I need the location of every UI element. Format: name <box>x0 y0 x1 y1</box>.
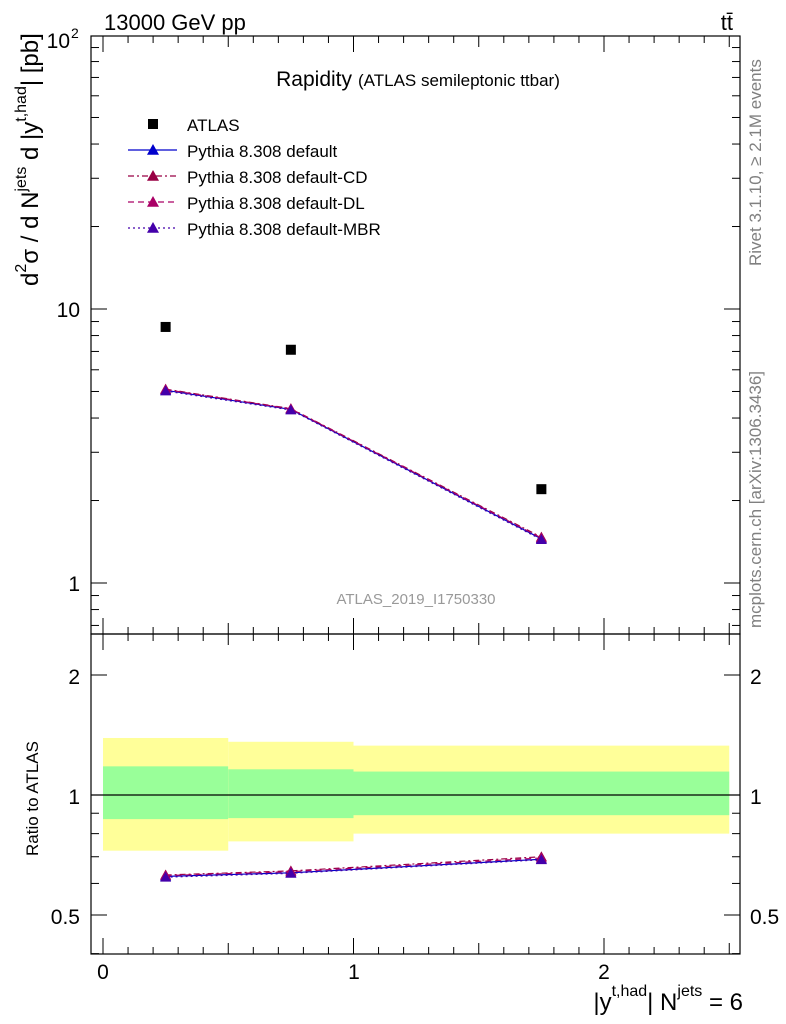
legend-marker-3 <box>147 196 159 207</box>
axis-ticks <box>91 36 740 955</box>
upper-ytick-label-100-exp: 2 <box>71 25 79 41</box>
legend-label-3: Pythia 8.308 default-DL <box>187 194 365 213</box>
mc-point-upper-3 <box>285 404 297 415</box>
upper-ytick-label-10: 10 <box>57 299 80 322</box>
lower-ytick-label-1: 1 <box>68 786 80 809</box>
lower-series-layer <box>160 851 547 882</box>
green-band-bin-0 <box>103 766 229 820</box>
xtick-label-1: 1 <box>348 961 360 984</box>
upper-series-layer <box>160 321 547 545</box>
atlas-data-point <box>285 344 296 355</box>
mc-point-lower-3 <box>285 867 297 878</box>
legend-label-1: Pythia 8.308 default <box>187 142 338 161</box>
header-right: tt̄ <box>721 10 733 35</box>
xtick-label-2: 2 <box>598 961 610 984</box>
atlas-data-point <box>160 321 171 332</box>
legend-marker-atlas <box>148 119 158 129</box>
mc-line-lower-0 <box>165 858 542 877</box>
upper-ytick-label-100-base: 10 <box>47 30 70 53</box>
uncertainty-bands <box>103 737 730 851</box>
legend-label-0: ATLAS <box>187 116 240 135</box>
legend-marker-2 <box>147 170 159 181</box>
legend: ATLAS Pythia 8.308 default Pythia 8.308 de… <box>128 116 381 239</box>
atlas-data-point <box>536 484 547 495</box>
mc-point-lower-3 <box>160 871 172 882</box>
legend-marker-1 <box>147 144 159 155</box>
mcplots-source-text: mcplots.cern.ch [arXiv:1306.3436] <box>746 371 765 628</box>
upper-ytick-label-1: 1 <box>68 573 80 596</box>
rivet-version-text: Rivet 3.1.10, ≥ 2.1M events <box>746 59 765 266</box>
lower-ytick-label-0.5: 0.5 <box>51 906 80 929</box>
mc-point-upper-3 <box>160 385 172 396</box>
legend-marker-4 <box>147 222 159 233</box>
lower-ytick-label-2: 2 <box>68 666 80 689</box>
lower-ytick-label-right-2: 2 <box>750 666 762 689</box>
mc-line-lower-1 <box>165 856 542 876</box>
x-axis-label: |yt,had| Njets = 6 <box>593 983 743 1016</box>
green-band-bin-1 <box>228 769 354 819</box>
mc-point-upper-3 <box>535 534 547 545</box>
mc-line-upper-3 <box>165 390 542 541</box>
legend-label-4: Pythia 8.308 default-MBR <box>187 220 381 239</box>
xtick-label-0: 0 <box>97 961 109 984</box>
lower-y-axis-label: Ratio to ATLAS <box>23 741 42 856</box>
upper-y-axis-label: d2σ / d Njets d |yt,had| [pb] <box>13 33 44 286</box>
plot-title: Rapidity (ATLAS semileptonic ttbar) <box>276 68 560 91</box>
mc-line-upper-0 <box>165 389 542 540</box>
mc-line-upper-2 <box>165 389 542 539</box>
header-left: 13000 GeV pp <box>104 10 246 35</box>
lower-plot-frame <box>90 633 741 955</box>
analysis-label: ATLAS_2019_I1750330 <box>336 591 495 608</box>
mc-line-upper-1 <box>165 388 542 538</box>
mc-point-lower-3 <box>535 854 547 865</box>
legend-label-2: Pythia 8.308 default-CD <box>187 168 368 187</box>
green-band-bin-2 <box>353 771 730 816</box>
lower-ytick-label-right-1: 1 <box>750 786 762 809</box>
lower-ytick-label-right-0.5: 0.5 <box>750 906 779 929</box>
